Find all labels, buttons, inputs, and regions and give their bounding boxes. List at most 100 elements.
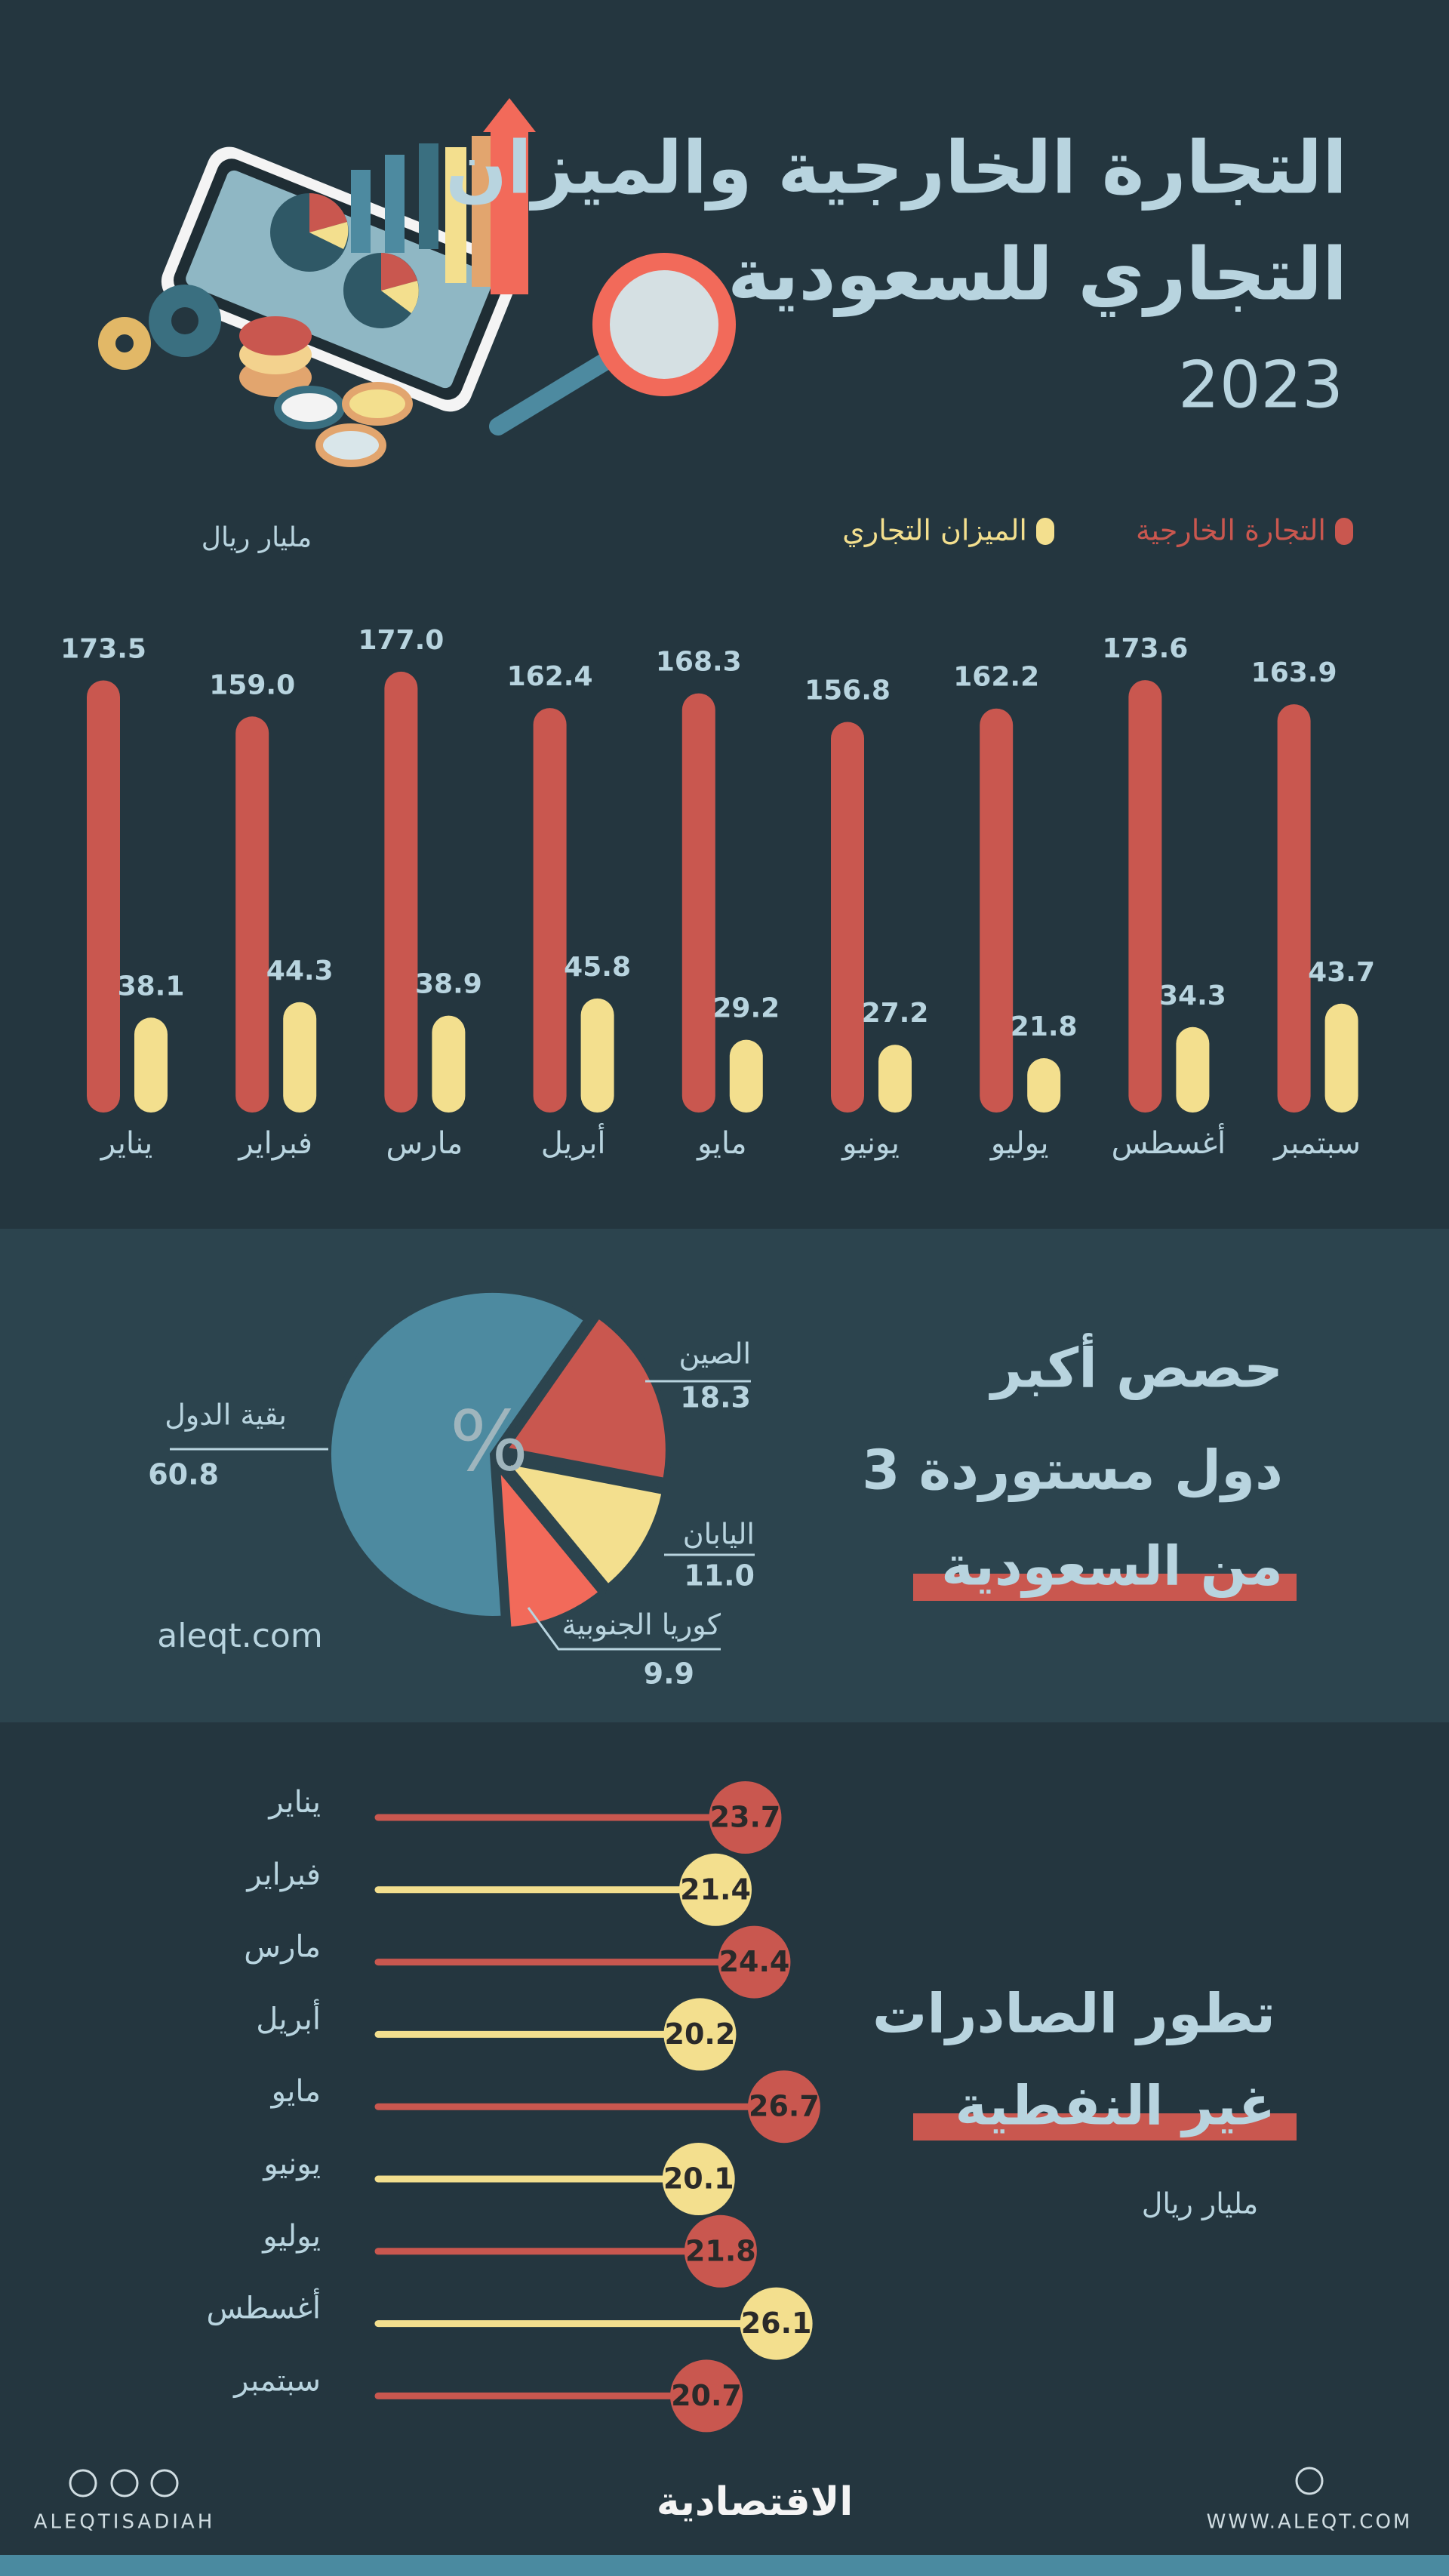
bar <box>1324 1003 1358 1113</box>
category-label: يونيو <box>262 2147 321 2181</box>
value-label: 23.7 <box>710 1801 781 1834</box>
bar <box>1027 1058 1061 1113</box>
title-year: 2023 <box>1178 347 1343 423</box>
value-label: 20.7 <box>671 2379 742 2412</box>
value-label: 43.7 <box>1308 957 1375 988</box>
bar <box>580 998 614 1113</box>
source-label: aleqt.com <box>157 1617 322 1655</box>
illustration <box>98 98 736 467</box>
pie-value-label: 18.3 <box>680 1381 751 1414</box>
bar <box>729 1039 763 1113</box>
x-tick-label: يوليو <box>989 1126 1049 1161</box>
value-label: 44.3 <box>266 956 334 986</box>
category-label: مارس <box>244 1930 321 1965</box>
title-line: التجاري للسعودية <box>728 232 1347 317</box>
value-label: 26.1 <box>741 2307 812 2340</box>
lollipop-head <box>718 1925 791 1999</box>
value-label: 45.8 <box>564 952 631 983</box>
bar <box>533 708 567 1113</box>
chart-title: غير النفطية <box>955 2074 1275 2138</box>
value-label: 21.8 <box>1011 1011 1078 1042</box>
category-label: أغسطس <box>206 2288 321 2326</box>
lollipop-head <box>679 1853 752 1926</box>
bar <box>1277 704 1311 1113</box>
pie-slice <box>494 1456 607 1633</box>
value-label: 20.1 <box>663 2162 734 2196</box>
lollipop-head <box>709 1781 782 1854</box>
x-tick-label: أغسطس <box>1112 1123 1226 1161</box>
pie-category-label: كوريا الجنوبية <box>562 1608 721 1642</box>
website: WWW.ALEQT.COM <box>1207 2511 1413 2534</box>
bar <box>87 680 120 1113</box>
value-label: 34.3 <box>1159 980 1226 1011</box>
pie-category-label: الصين <box>679 1337 751 1371</box>
web-icon[interactable] <box>1295 2467 1324 2495</box>
bar <box>432 1015 466 1113</box>
x-icon[interactable] <box>150 2469 179 2498</box>
value-label: 159.0 <box>209 669 295 700</box>
x-tick-label: يونيو <box>841 1126 900 1161</box>
category-label: مايو <box>270 2074 321 2109</box>
value-label: 26.7 <box>749 2090 820 2123</box>
value-label: 173.5 <box>60 633 146 664</box>
leader-line <box>527 1607 721 1651</box>
bar <box>283 1002 317 1113</box>
value-label: 163.9 <box>1251 657 1337 688</box>
x-tick-label: يناير <box>100 1126 153 1161</box>
value-label: 162.4 <box>507 661 593 692</box>
value-label: 21.4 <box>680 1873 751 1906</box>
value-label: 29.2 <box>712 993 780 1024</box>
lollipop-head <box>684 2214 757 2288</box>
x-tick-label: مارس <box>386 1126 463 1161</box>
legend-label: التجارة الخارجية <box>1136 514 1326 547</box>
lollipop-head <box>670 2359 743 2433</box>
facebook-icon[interactable] <box>110 2469 139 2498</box>
title-highlight <box>913 2113 1297 2141</box>
chart-title: حصص أكبر <box>989 1333 1283 1401</box>
value-label: 168.3 <box>656 647 742 678</box>
legend-swatch <box>1036 518 1054 545</box>
category-label: أبريل <box>256 1999 321 2036</box>
logo: الاقتصادية <box>657 2479 853 2525</box>
bar <box>681 693 715 1113</box>
social-handle: ALEQTISADIAH <box>34 2511 216 2534</box>
value-label: 173.6 <box>1102 633 1188 664</box>
value-label: 156.8 <box>804 676 891 706</box>
category-label: سبتمبر <box>232 2363 321 2398</box>
pie-category-label: اليابان <box>683 1518 755 1551</box>
pie-slice <box>325 1287 592 1622</box>
pie-slice <box>495 1456 669 1592</box>
pie-value-label: 9.9 <box>644 1657 694 1691</box>
category-label: يناير <box>267 1785 321 1820</box>
lollipop-head <box>747 2070 820 2144</box>
legend-swatch <box>1335 518 1353 545</box>
x-tick-label: فبراير <box>237 1126 312 1161</box>
value-label: 162.2 <box>953 662 1039 693</box>
chart-title: 3 دول مستوردة <box>862 1439 1283 1503</box>
instagram-icon[interactable] <box>69 2469 97 2498</box>
unit-label: مليار ريال <box>1142 2187 1259 2221</box>
pie-value-label: 60.8 <box>148 1458 219 1491</box>
value-label: 24.4 <box>719 1945 790 1978</box>
bar <box>134 1017 168 1113</box>
bottom-strip <box>0 2555 1449 2576</box>
title-line: التجارة الخارجية والميزان <box>445 125 1347 211</box>
value-label: 38.1 <box>118 971 185 1002</box>
pie-category-label: بقية الدول <box>165 1399 287 1433</box>
x-tick-label: مايو <box>696 1126 746 1161</box>
pie-section-band <box>0 1229 1449 1722</box>
value-label: 38.9 <box>415 969 482 1000</box>
footer: ALEQTISADIAH الاقتصادية WWW.ALEQT.COM <box>34 2467 1413 2534</box>
lollipop-head <box>740 2287 813 2360</box>
unit-label: مليار ريال <box>202 522 312 553</box>
bar <box>1128 680 1162 1113</box>
bar <box>384 671 418 1113</box>
value-label: 27.2 <box>862 998 929 1029</box>
category-label: يوليو <box>261 2219 321 2254</box>
value-label: 21.8 <box>685 2234 756 2267</box>
lollipop-head <box>663 1998 737 2071</box>
x-tick-label: أبريل <box>541 1123 606 1161</box>
value-label: 20.2 <box>665 2017 736 2051</box>
